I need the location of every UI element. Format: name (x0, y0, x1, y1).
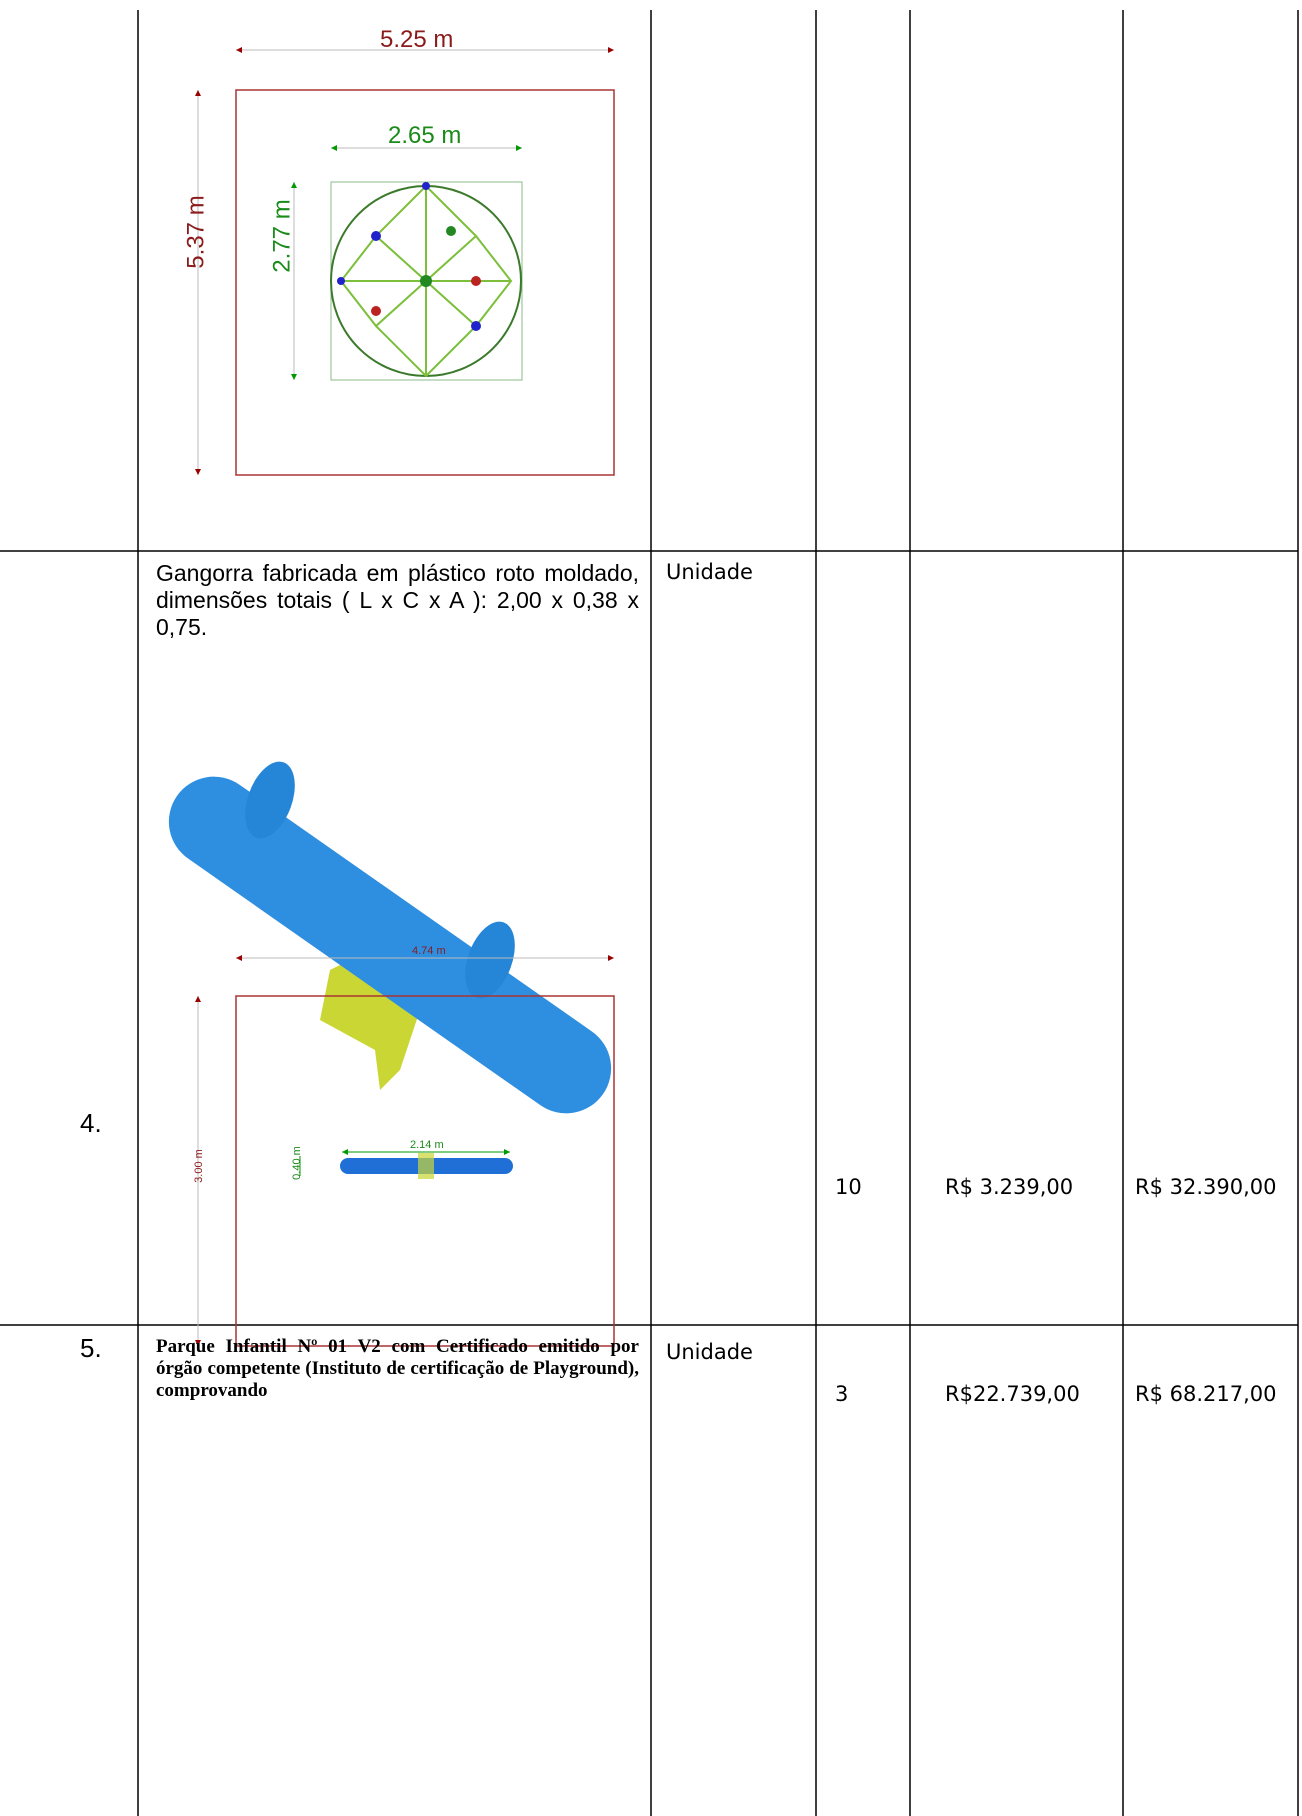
dimension-label: 2.14 m (410, 1139, 444, 1151)
item-number: 5. (80, 1333, 102, 1363)
seesaw-illustration (168, 761, 612, 1114)
seesaw-plan (195, 955, 615, 1347)
quantity: 3 (835, 1382, 849, 1406)
dimension-label: 0.40 m (290, 1146, 303, 1180)
item-description: Gangorra fabricada em plástico roto mold… (156, 560, 639, 640)
dimension-label: 3.00 m (192, 1149, 205, 1183)
total: R$ 68.217,00 (1135, 1382, 1277, 1406)
dimension-label: 5.37 m (182, 195, 210, 269)
dimension-label: 5.25 m (380, 26, 454, 53)
unit-price: R$22.739,00 (945, 1382, 1080, 1406)
dimension-label: 2.65 m (388, 122, 462, 149)
item-description: Parque Infantil Nº 01 V2 com Certificado… (156, 1336, 639, 1401)
unit: Unidade (666, 560, 753, 584)
dimension-label: 4.74 m (412, 945, 446, 957)
unit-price: R$ 3.239,00 (945, 1175, 1074, 1199)
item-number: 4. (80, 1108, 102, 1138)
quantity: 10 (835, 1175, 862, 1199)
dimension-label: 2.77 m (268, 199, 296, 273)
total: R$ 32.390,00 (1135, 1175, 1277, 1199)
dome-plan (195, 47, 615, 476)
unit: Unidade (666, 1340, 753, 1364)
